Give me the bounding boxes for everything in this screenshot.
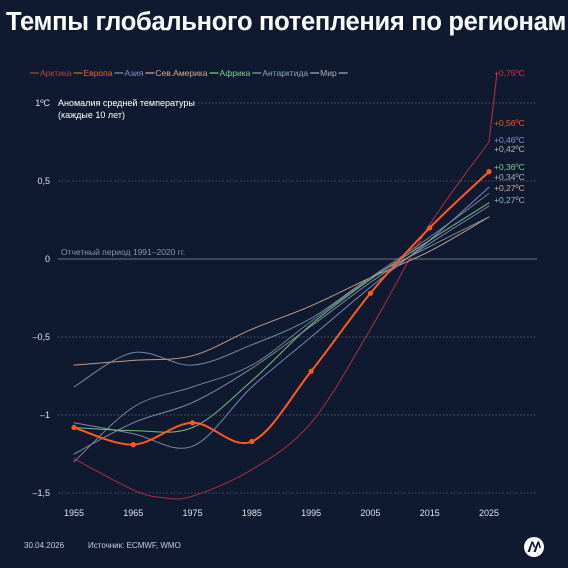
series-line-арктика <box>73 141 490 500</box>
legend-label: Антарктида <box>262 68 308 78</box>
y-tick-label: –1 <box>40 410 50 420</box>
y-tick-label: 1ºC <box>35 98 50 108</box>
legend-label: Арктика <box>40 68 72 78</box>
series-line-африка <box>73 202 490 433</box>
data-point <box>189 420 196 426</box>
x-tick-label: 1995 <box>301 508 321 518</box>
x-tick-label: 1985 <box>242 508 262 518</box>
series-line-мир <box>73 205 490 455</box>
series-line-азия <box>73 186 490 449</box>
legend-label: Азия <box>124 68 143 78</box>
data-point <box>71 424 77 431</box>
footer-source: Источник: ECMWF, WMO <box>88 541 181 550</box>
y-tick-label: 0,5 <box>37 176 50 186</box>
series-line-сев-америка <box>73 216 490 366</box>
legend-label: Сев.Америка <box>155 68 207 78</box>
end-value-label: +0,27ºC <box>494 195 525 205</box>
x-tick-label: 2005 <box>360 508 380 518</box>
x-tick-label: 1965 <box>123 508 143 518</box>
data-point <box>308 368 314 374</box>
x-tick-label: 2025 <box>479 508 499 518</box>
legend-label: Африка <box>220 68 251 78</box>
series-line-европа <box>73 170 490 446</box>
legend-label: Мир <box>320 68 337 78</box>
y-tick-label: 0 <box>45 254 50 264</box>
data-point <box>130 442 136 448</box>
x-tick-label: 1955 <box>64 508 84 518</box>
x-tick-label: 2015 <box>420 508 440 518</box>
footer-date: 30.04.2026 <box>24 541 65 550</box>
x-tick-label: 1975 <box>183 508 203 518</box>
series-line-unnamed <box>73 193 490 463</box>
end-value-label: +0,27ºC <box>494 183 525 193</box>
y-tick-label: –1,5 <box>32 488 50 498</box>
anadolu-agency-logo-icon <box>524 537 544 557</box>
end-value-label: +0,36ºC <box>494 162 525 172</box>
y-axis-title: Аномалия средней температуры <box>58 98 195 108</box>
end-value-label: +0,42ºC <box>494 144 525 154</box>
page-title: Темпы глобального потепления по регионам <box>6 8 567 36</box>
data-point <box>486 169 492 175</box>
arctic-leader-line <box>488 72 498 143</box>
end-value-label: +0,56ºC <box>494 118 525 128</box>
series-line-антарктида <box>73 216 490 388</box>
y-axis-subtitle: (каждые 10 лет) <box>58 110 125 120</box>
data-point <box>427 225 433 231</box>
data-point <box>367 290 374 296</box>
reference-line-label: Отчетный период 1991–2020 гг. <box>61 247 185 257</box>
y-tick-label: –0,5 <box>32 332 50 342</box>
legend-label: Европа <box>84 68 113 78</box>
end-value-label: +0,46ºC <box>494 135 525 145</box>
data-point <box>249 438 255 445</box>
end-value-label: +0,34ºC <box>494 172 525 182</box>
end-value-label: +0,75ºC <box>494 68 525 78</box>
